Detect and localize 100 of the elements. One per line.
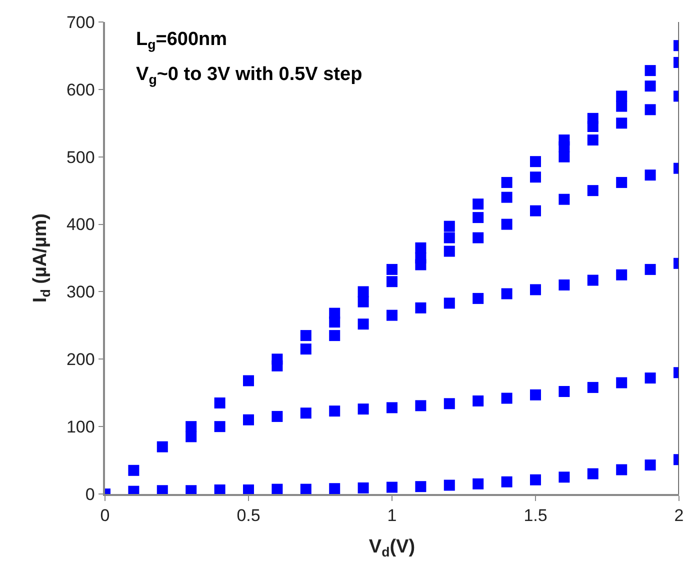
point [358,482,369,494]
y-tick-label: 500 [66,148,95,167]
point [386,402,398,414]
x-tick-label: 1.5 [524,506,548,526]
point [616,377,628,388]
y-tick-label: 700 [66,12,95,32]
point [644,80,656,92]
point [444,246,455,257]
point [501,392,512,404]
point [644,65,656,76]
point [243,375,254,386]
point [530,389,541,400]
x-tick-label: 1 [387,506,397,526]
point [358,404,369,415]
point [587,382,598,393]
point [616,100,628,112]
point [444,220,455,232]
point [214,421,226,432]
point [530,284,541,296]
point [214,484,226,494]
point [329,483,340,494]
point [501,176,512,188]
y-tick-label: 400 [66,215,95,234]
point [530,156,541,168]
point [558,279,570,290]
point [272,354,283,365]
point [501,288,512,300]
point [587,274,598,286]
point [415,242,426,254]
point [444,298,455,309]
x-tick-label: 2 [674,506,684,526]
point [587,468,598,480]
point [558,194,570,205]
point [444,232,455,244]
point [156,441,168,452]
point [472,292,484,304]
point [386,276,398,288]
point [616,269,628,280]
point [415,252,426,264]
point [530,205,541,216]
point [644,460,656,471]
point [644,170,656,181]
point [644,264,656,275]
point [272,410,283,422]
point [472,478,484,490]
point [472,232,484,244]
point [386,264,398,275]
point [472,395,484,406]
point [530,474,541,486]
point [558,386,570,398]
point [616,90,628,102]
x-tick-label: 0 [100,506,110,526]
point [472,212,484,224]
point [300,344,312,355]
y-tick-label: 300 [66,282,95,302]
point [358,286,369,298]
point [558,151,570,162]
point [329,330,340,342]
point [587,134,598,146]
point [501,476,512,488]
point [300,330,312,342]
point [329,308,340,319]
point [186,431,197,442]
point [558,134,570,146]
point [616,118,628,129]
point [616,464,628,476]
point [386,482,398,493]
point [415,302,426,314]
point [272,484,283,494]
point [444,398,455,410]
point [415,481,426,492]
point [214,397,226,408]
y-tick-label: 200 [66,350,95,370]
point [501,192,512,203]
point [587,185,598,196]
point [444,480,455,491]
x-axis-title: V$_{d}$(V) [368,536,416,560]
point [300,408,312,419]
point [644,104,656,116]
point [243,414,254,426]
annotation: L$_{g}$=600nm [136,29,228,52]
point [358,318,369,330]
point [386,310,398,321]
y-tick-label: 600 [66,80,95,100]
point [530,172,541,183]
point [644,372,656,384]
point [472,198,484,210]
point [243,484,254,494]
point [300,484,312,494]
y-tick-label: 0 [85,484,95,504]
point [616,176,628,188]
point [358,296,369,308]
point [558,472,570,483]
y-tick-label: 100 [66,418,95,437]
point [128,464,140,476]
point [329,406,340,417]
point [415,400,426,412]
annotation: V$_{g}$~0 to 3V with 0.5V step [136,64,362,87]
point [501,218,512,230]
point [587,112,598,124]
